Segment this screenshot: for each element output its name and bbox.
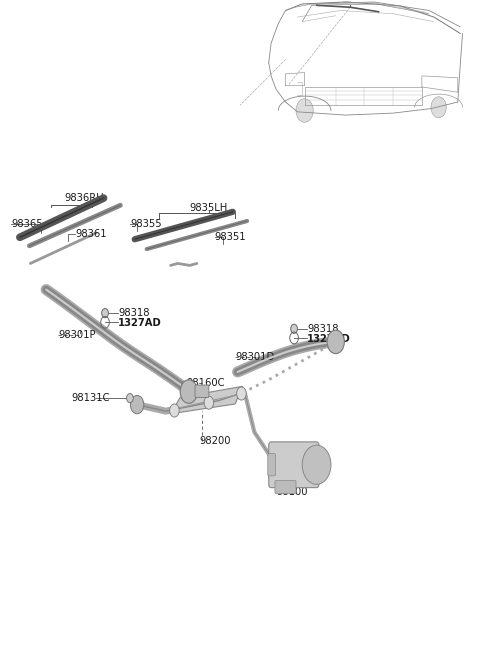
Circle shape: [327, 330, 344, 354]
FancyBboxPatch shape: [269, 442, 319, 487]
Circle shape: [180, 380, 197, 403]
Text: 98365: 98365: [11, 219, 43, 229]
Text: 9835LH: 9835LH: [190, 203, 228, 213]
Text: 98301P: 98301P: [58, 330, 96, 341]
Polygon shape: [170, 386, 242, 414]
Circle shape: [302, 445, 331, 484]
FancyBboxPatch shape: [195, 385, 209, 398]
Circle shape: [296, 99, 313, 122]
Text: 98131C: 98131C: [72, 393, 110, 403]
FancyBboxPatch shape: [268, 454, 276, 476]
Text: 1327AD: 1327AD: [118, 318, 162, 328]
Circle shape: [291, 324, 298, 333]
Text: 98160C: 98160C: [186, 378, 225, 388]
Text: 98100: 98100: [276, 487, 307, 497]
Circle shape: [431, 97, 446, 118]
Text: 9836RH: 9836RH: [65, 193, 104, 203]
Text: 98200: 98200: [199, 436, 231, 446]
Text: 98318: 98318: [118, 308, 149, 318]
Circle shape: [204, 396, 214, 409]
Circle shape: [127, 394, 133, 403]
Text: 98301D: 98301D: [235, 352, 275, 362]
Text: 98361: 98361: [75, 229, 107, 239]
Circle shape: [169, 404, 179, 417]
Circle shape: [102, 309, 108, 318]
Text: 98351: 98351: [215, 233, 246, 242]
FancyBboxPatch shape: [275, 481, 296, 493]
Text: 98318: 98318: [307, 324, 338, 334]
Text: 98355: 98355: [130, 219, 162, 229]
Text: 1327AD: 1327AD: [307, 333, 351, 344]
Circle shape: [131, 396, 144, 414]
Circle shape: [237, 387, 246, 400]
